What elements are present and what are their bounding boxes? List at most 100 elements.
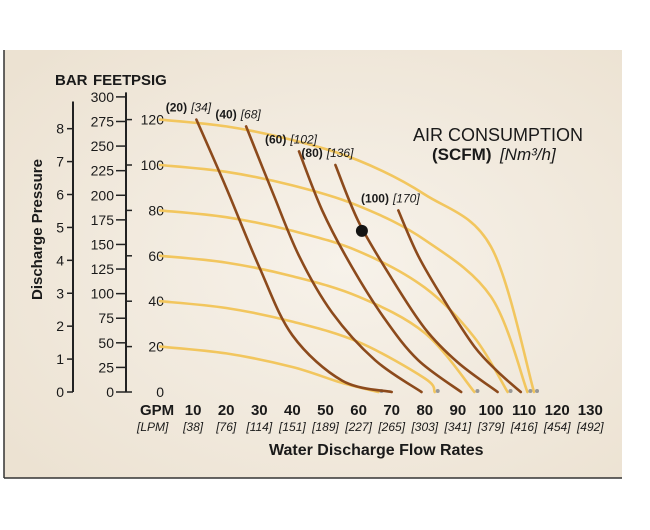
y-axis-label: Discharge Pressure <box>29 159 46 300</box>
air-curve-40 <box>244 125 423 394</box>
x-tick-label-lpm: [492] <box>576 420 604 434</box>
x-tick-label-gpm: 20 <box>218 402 235 419</box>
air-curve-scfm-label: (100) <box>361 191 389 205</box>
psig-tick-label: 20 <box>148 339 164 355</box>
bar-tick-label: 8 <box>56 121 64 137</box>
feet-tick-label: 275 <box>91 113 115 129</box>
feet-tick-label: 25 <box>98 359 114 375</box>
x-units-label: GPM <box>140 402 174 419</box>
performance-curve-end-100 <box>528 389 533 393</box>
x-tick-label-lpm: [189] <box>311 420 339 434</box>
bar-tick-label: 5 <box>56 219 64 235</box>
air-curve-60 <box>297 150 463 394</box>
performance-curve-100 <box>158 163 529 394</box>
subtitle-scfm: (SCFM) <box>432 145 491 164</box>
x-tick-label-gpm: 40 <box>284 402 301 419</box>
performance-curve-40 <box>158 299 436 394</box>
bar-tick-label: 2 <box>56 318 64 334</box>
x-alt-units-label: [LPM] <box>136 420 169 434</box>
air-curve-label: (100) [170] <box>361 191 420 205</box>
chart-background <box>4 50 622 478</box>
bar-tick-label: 6 <box>56 187 64 203</box>
x-tick-label-lpm: [114] <box>245 420 272 434</box>
x-tick-label-gpm: 30 <box>251 402 268 419</box>
feet-tick-label: 100 <box>91 286 115 302</box>
air-curve-label: (40) [68] <box>215 107 261 121</box>
feet-tick-label: 0 <box>106 384 114 400</box>
feet-tick-label: 50 <box>98 335 114 351</box>
air-curve-scfm-label: (60) <box>265 132 286 146</box>
bar-tick-label: 3 <box>56 285 64 301</box>
feet-tick-label: 225 <box>91 163 115 179</box>
air-curve-scfm-label: (40) <box>215 107 236 121</box>
air-curve-nm3h-label: [68] <box>240 107 262 121</box>
air-curve-scfm-label: (20) <box>166 101 187 115</box>
performance-curve-end-40 <box>435 389 440 393</box>
psig-tick-label: 60 <box>148 248 164 264</box>
feet-tick-label: 200 <box>91 187 115 203</box>
subtitle-nm3h: [Nm³/h] <box>499 145 557 164</box>
psig-axis-header: PSIG <box>131 72 167 89</box>
x-tick-label-lpm: [151] <box>278 420 306 434</box>
air-curve-100 <box>397 209 523 394</box>
bar-tick-label: 4 <box>56 252 64 268</box>
x-tick-label-gpm: 110 <box>512 402 536 419</box>
chart-title: AIR CONSUMPTION <box>413 125 583 145</box>
air-curve-label: (20) [34] <box>166 101 212 115</box>
psig-tick-label: 40 <box>148 293 164 309</box>
x-tick-label-gpm: 10 <box>185 402 202 419</box>
operating-point-marker <box>355 224 368 237</box>
psig-tick-label: 100 <box>141 157 165 173</box>
air-curve-scfm-label: (80) <box>301 146 322 160</box>
x-tick-label-lpm: [303] <box>410 420 438 434</box>
psig-tick-label: 120 <box>141 112 165 128</box>
x-tick-label-lpm: [227] <box>344 420 372 434</box>
bar-tick-label: 7 <box>56 154 64 170</box>
feet-tick-label: 250 <box>91 138 115 154</box>
x-tick-label-gpm: 100 <box>478 402 503 419</box>
air-curve-label: (60) [102] <box>265 132 318 146</box>
bar-tick-label: 1 <box>56 351 64 367</box>
x-tick-label-lpm: [416] <box>510 420 538 434</box>
x-tick-label-gpm: 80 <box>416 402 433 419</box>
performance-curve-end-60 <box>475 389 480 393</box>
x-tick-label-lpm: [379] <box>477 420 505 434</box>
feet-axis-header: FEET <box>93 72 131 89</box>
x-axis-label: Water Discharge Flow Rates <box>269 442 484 459</box>
air-curve-nm3h-label: [102] <box>289 132 317 146</box>
performance-curve-60 <box>158 254 476 394</box>
psig-tick-label: 0 <box>156 384 164 400</box>
x-tick-label-lpm: [341] <box>444 420 472 434</box>
x-tick-label-gpm: 60 <box>350 402 367 419</box>
feet-tick-label: 175 <box>91 212 115 228</box>
feet-tick-label: 150 <box>91 236 115 252</box>
performance-curve-80 <box>158 209 509 394</box>
air-curve-label: (80) [136] <box>301 146 354 160</box>
air-curve-nm3h-label: [136] <box>326 146 354 160</box>
x-tick-label-gpm: 90 <box>450 402 467 419</box>
bar-tick-label: 0 <box>56 384 64 400</box>
x-tick-label-lpm: [265] <box>377 420 405 434</box>
chart-subtitle: (SCFM) [Nm³/h] <box>432 145 557 164</box>
x-tick-label-lpm: [76] <box>215 420 237 434</box>
air-curve-nm3h-label: [170] <box>392 191 420 205</box>
x-tick-label-lpm: [454] <box>543 420 571 434</box>
feet-tick-label: 125 <box>91 261 115 277</box>
performance-curve-end-120 <box>535 389 540 393</box>
x-tick-label-gpm: 130 <box>578 402 603 419</box>
air-curve-nm3h-label: [34] <box>190 101 212 115</box>
x-tick-label-gpm: 70 <box>383 402 400 419</box>
x-tick-label-gpm: 120 <box>545 402 570 419</box>
performance-curve-120 <box>158 118 536 394</box>
psig-tick-label: 80 <box>148 202 164 218</box>
feet-tick-label: 75 <box>98 310 114 326</box>
air-curve-80 <box>334 163 499 394</box>
performance-curve-end-80 <box>508 389 513 393</box>
x-tick-label-lpm: [38] <box>182 420 204 434</box>
x-tick-label-gpm: 50 <box>317 402 334 419</box>
bar-axis-header: BAR <box>55 72 88 89</box>
air-curve-20 <box>195 118 393 394</box>
feet-tick-label: 300 <box>91 89 115 105</box>
